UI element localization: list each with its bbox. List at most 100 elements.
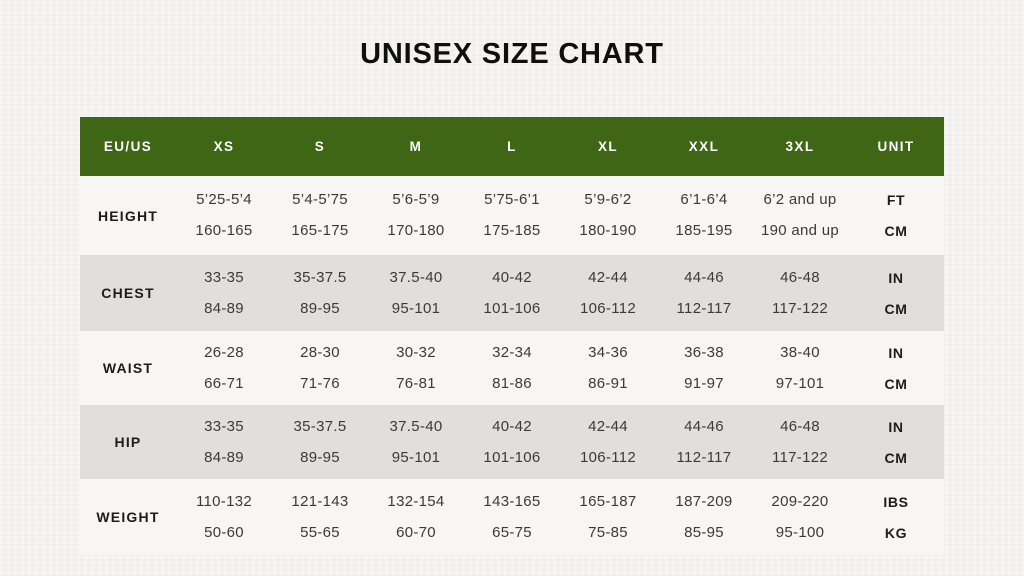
size-value-ft: 6’1-6’4 (680, 191, 728, 208)
unit-label-cm: CM (884, 375, 908, 392)
unit-cell: IN CM (848, 331, 944, 405)
size-value-lbs: 187-209 (675, 492, 733, 510)
size-value-cm: 84-89 (204, 299, 244, 317)
header-cell-xl: XL (597, 139, 619, 154)
size-chart-page: UNISEX SIZE CHART EU/US XS S M L XL XXL … (80, 38, 944, 555)
size-value-ft: 5’75-6’1 (484, 191, 540, 208)
unit-label-in: IN (888, 344, 904, 361)
size-value-in: 46-48 (780, 268, 820, 286)
size-value-in: 26-28 (204, 343, 244, 361)
size-value-cm: 185-195 (675, 222, 733, 239)
header-cell-l: L (507, 139, 517, 154)
size-value-cm: 91-97 (684, 374, 724, 392)
unit-label-in: IN (888, 418, 904, 435)
table-header-row: EU/US XS S M L XL XXL 3XL UNIT (80, 117, 944, 176)
size-value-cell: 38-40 97-101 (752, 331, 848, 405)
size-value-cell: 42-44 106-112 (560, 255, 656, 331)
header-cell-s: S (314, 139, 326, 154)
size-value-in: 40-42 (492, 268, 532, 286)
size-value-cell: 33-35 84-89 (176, 405, 272, 479)
unit-cell: FT CM (848, 176, 944, 255)
size-value-ft: 5’6-5’9 (392, 191, 440, 208)
size-value-cell: 34-36 86-91 (560, 331, 656, 405)
unit-label-cm: CM (884, 223, 908, 239)
size-value-in: 34-36 (588, 343, 628, 361)
size-value-cell: 121-143 55-65 (272, 479, 368, 555)
table-row-hip: HIP 33-35 84-89 35-37.5 89-95 37.5-40 95… (80, 405, 944, 479)
size-value-cm: 95-101 (391, 299, 441, 317)
size-value-in: 32-34 (492, 343, 532, 361)
size-value-cell: 143-165 65-75 (464, 479, 560, 555)
size-value-cm: 106-112 (579, 448, 637, 466)
size-value-cm: 112-117 (676, 448, 732, 466)
header-cell-unit: UNIT (877, 139, 915, 154)
size-value-cell: 209-220 95-100 (752, 479, 848, 555)
page-title: UNISEX SIZE CHART (360, 38, 664, 70)
size-value-cm: 76-81 (396, 374, 436, 392)
table-row-height: HEIGHT 5’25-5’4 160-165 5’4-5’75 165-175… (80, 176, 944, 255)
size-value-ft: 5’25-5’4 (196, 191, 252, 208)
unit-cell: IBS KG (848, 479, 944, 555)
size-value-cell: 35-37.5 89-95 (272, 405, 368, 479)
size-value-cell: 37.5-40 95-101 (368, 405, 464, 479)
size-value-in: 37.5-40 (389, 268, 443, 286)
size-value-in: 46-48 (780, 417, 820, 435)
size-value-cm: 81-86 (492, 374, 532, 392)
header-cell-3xl: 3XL (785, 139, 815, 154)
size-value-in: 42-44 (588, 268, 628, 286)
table-row-chest: CHEST 33-35 84-89 35-37.5 89-95 37.5-40 … (80, 255, 944, 331)
size-value-in: 44-46 (684, 417, 724, 435)
size-value-in: 40-42 (492, 417, 532, 435)
header-cell-xs: XS (213, 139, 235, 154)
size-value-kg: 60-70 (396, 523, 436, 541)
row-label-chest: CHEST (101, 285, 155, 301)
size-value-kg: 75-85 (588, 523, 628, 541)
size-value-cell: 6’2 and up 190 and up (752, 176, 848, 255)
size-value-cell: 6’1-6’4 185-195 (656, 176, 752, 255)
size-value-lbs: 121-143 (291, 492, 349, 510)
size-value-cell: 33-35 84-89 (176, 255, 272, 331)
size-value-cell: 110-132 50-60 (176, 479, 272, 555)
unit-label-cm: CM (884, 300, 908, 317)
size-value-cm: 89-95 (300, 299, 340, 317)
row-label-weight: WEIGHT (96, 509, 160, 525)
size-value-in: 35-37.5 (293, 268, 347, 286)
unit-label-kg: KG (884, 524, 908, 541)
size-value-cm: 175-185 (483, 222, 541, 239)
size-value-cell: 165-187 75-85 (560, 479, 656, 555)
size-value-in: 33-35 (204, 268, 244, 286)
header-cell-m: M (409, 139, 423, 154)
size-value-in: 37.5-40 (389, 417, 443, 435)
size-value-cell: 44-46 112-117 (656, 255, 752, 331)
size-value-in: 35-37.5 (293, 417, 347, 435)
size-value-in: 28-30 (300, 343, 340, 361)
size-value-cell: 35-37.5 89-95 (272, 255, 368, 331)
size-value-in: 44-46 (684, 268, 724, 286)
size-value-cell: 37.5-40 95-101 (368, 255, 464, 331)
size-value-in: 36-38 (684, 343, 724, 361)
unit-label-cm: CM (884, 449, 908, 466)
size-value-kg: 95-100 (775, 523, 825, 541)
size-value-cell: 5’25-5’4 160-165 (176, 176, 272, 255)
size-value-cm: 95-101 (391, 448, 441, 466)
size-value-lbs: 165-187 (579, 492, 637, 510)
unit-label-in: IN (888, 269, 904, 286)
size-value-cell: 28-30 71-76 (272, 331, 368, 405)
header-cell-xxl: XXL (688, 139, 720, 154)
size-value-cm: 112-117 (676, 299, 732, 317)
size-value-cm: 180-190 (579, 222, 637, 239)
size-value-ft: 6’2 and up (763, 191, 837, 208)
row-label-hip: HIP (114, 434, 142, 450)
size-value-lbs: 143-165 (483, 492, 541, 510)
table-row-waist: WAIST 26-28 66-71 28-30 71-76 30-32 76-8… (80, 331, 944, 405)
size-value-cm: 66-71 (204, 374, 244, 392)
size-value-cell: 46-48 117-122 (752, 405, 848, 479)
unit-label-lbs: IBS (883, 493, 909, 510)
size-value-kg: 85-95 (684, 523, 724, 541)
unit-cell: IN CM (848, 255, 944, 331)
size-value-cm: 101-106 (483, 299, 541, 317)
size-value-lbs: 132-154 (387, 492, 445, 510)
size-value-cell: 44-46 112-117 (656, 405, 752, 479)
size-value-cm: 101-106 (483, 448, 541, 466)
size-value-kg: 55-65 (300, 523, 340, 541)
